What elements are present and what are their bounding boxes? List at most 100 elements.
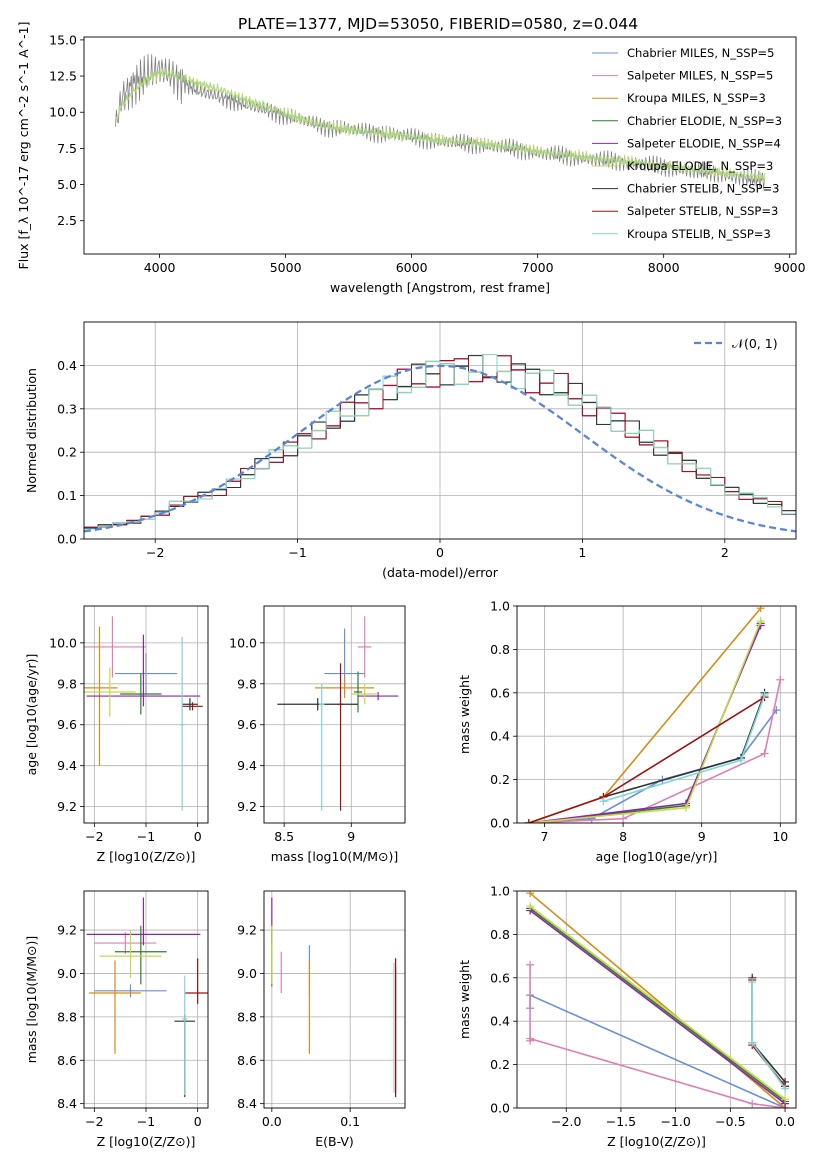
y-tick-label: 10.0 [229,635,257,650]
axes-mass_weight_vs_Z: −2.0 −1.5 −1.0 −0.5 0.0 0.0 0.2 0.4 0.6 0.8 1.0 Z [… [457,884,797,1149]
x-tick-label: 10 [772,829,788,844]
axes-frame [263,605,406,824]
y-tick-label: 0.2 [57,445,77,460]
axes-frame [516,890,797,1109]
y-tick-label: 9.4 [237,758,257,773]
x-tick-label: 0 [194,1114,202,1129]
y-tick-label: 9.2 [57,799,77,814]
legend-entry: Salpeter ELODIE, N_SSP=4 [627,136,781,150]
weight-marker [776,675,785,684]
x-tick-label: 8 [619,829,627,844]
x-tick-label: 0 [194,829,202,844]
axes-frame [83,36,797,255]
plot-area-mass_vs_ebv [264,891,405,1108]
x-tick-label: 8.5 [274,829,294,844]
x-tick-label: −1 [137,829,155,844]
x-tick-label: 6000 [396,260,428,275]
y-tick-label: 0.0 [57,532,77,547]
weight-marker [781,1095,790,1104]
weight-marker [526,960,535,969]
weight-line [529,994,786,1108]
legend-entry: Salpeter MILES, N_SSP=5 [627,69,773,83]
weight-marker [760,749,769,758]
weight-line [528,607,762,823]
x-tick-label: 2 [721,545,729,560]
y-tick-label: 0.4 [490,729,510,744]
weight-line [529,909,786,1105]
x-axis-label: Z [log10(Z/Z⊙)] [97,849,196,864]
x-axis-label: Z [log10(Z/Z⊙)] [607,1134,706,1149]
legend-entry: Kroupa ELODIE, N_SSP=3 [627,159,773,173]
y-tick-label: 9.2 [237,923,257,938]
legend-entry: Chabrier MILES, N_SSP=5 [627,46,774,60]
x-tick-label: 9000 [774,260,806,275]
x-tick-label: 5000 [270,260,302,275]
plot-area-mass_weight_vs_Z [517,891,796,1108]
x-axis-label: E(B-V) [315,1134,354,1149]
axes-mass_vs_ebv: 0.0 0.1 8.4 8.6 8.8 9.0 9.2 E(B-V) [237,890,406,1149]
x-tick-label: −1 [137,1114,155,1129]
y-tick-label: 0.8 [490,642,510,657]
y-tick-label: 9.8 [237,676,257,691]
x-tick-label: −2 [85,1114,103,1129]
x-axis-label: Z [log10(Z/Z⊙)] [97,1134,196,1149]
legend-entry: Kroupa STELIB, N_SSP=3 [627,227,771,241]
y-tick-label: 8.6 [237,1053,257,1068]
axes-spectrum: 4000 5000 6000 7000 8000 9000 2.5 5.0 7.5 10.0 12.… [16,22,806,295]
legend-entry: Chabrier STELIB, N_SSP=3 [627,182,779,196]
y-tick-label: 0.0 [490,1101,510,1116]
x-tick-label: 7 [541,829,549,844]
axes-frame [83,605,209,824]
figure-title: PLATE=1377, MJD=53050, FIBERID=0580, z=0… [238,15,638,33]
weight-line [528,625,762,823]
axes-mass_vs_Z: −2 −1 0 8.4 8.6 8.8 9.0 9.2 Z [log10(Z/Z⊙)] mass … [24,890,209,1149]
weight-line [751,980,786,1087]
y-tick-label: 9.6 [57,717,77,732]
y-tick-label: 5.0 [57,177,77,192]
x-axis-label: (data-model)/error [382,565,499,580]
y-tick-label: 0.4 [490,1014,510,1029]
x-tick-label: 0 [436,545,444,560]
x-tick-label: −2 [146,545,164,560]
weight-marker [781,1084,790,1093]
y-tick-label: 9.0 [57,966,77,981]
legend-entry: Chabrier ELODIE, N_SSP=3 [627,114,782,128]
y-tick-label: 0.3 [57,401,77,416]
weight-marker [748,978,757,987]
y-axis-label: age [log10(age/yr)] [24,654,39,776]
weight-line [751,977,786,1087]
axes-frame [263,890,406,1109]
x-tick-label: 9 [347,829,355,844]
y-tick-label: 12.5 [49,69,77,84]
weight-line [529,964,786,1108]
x-tick-label: 0.1 [340,1114,360,1129]
histogram-8 [84,354,796,530]
y-tick-label: 15.0 [49,32,77,47]
weight-line [603,694,766,803]
plot-area-spectrum [115,53,765,190]
y-tick-label: 0.0 [490,816,510,831]
axes-residuals: −2 −1 0 1 2 0.0 0.1 0.2 0.3 0.4 (data-model)/error… [24,321,797,580]
weight-marker [681,803,690,812]
x-tick-label: −2 [85,829,103,844]
weight-marker [756,606,765,613]
y-tick-label: 9.2 [57,923,77,938]
weight-line [528,620,762,823]
y-tick-label: 0.2 [490,772,510,787]
x-tick-label: −0.5 [715,1114,745,1129]
plot-area-mass_vs_Z [84,891,208,1108]
y-tick-label: 9.8 [57,676,77,691]
x-tick-label: 0.0 [262,1114,282,1129]
y-tick-label: 1.0 [490,884,510,899]
plot-area-residuals [84,322,796,539]
weight-line [528,696,766,823]
y-tick-label: 10.0 [49,105,77,120]
x-tick-label: 1 [578,545,586,560]
y-tick-label: 9.4 [57,758,77,773]
y-axis-label: Flux [f_λ 10^-17 erg cm^-2 s^-1 A^-1] [16,22,31,270]
weight-marker [748,1038,757,1047]
weight-marker [736,756,745,765]
axes-age_vs_mass: 8.5 9 9.2 9.4 9.6 9.8 10.0 mass [log10(M/M⊙)] [229,605,406,864]
y-tick-label: 8.8 [237,1009,257,1024]
x-axis-label: age [log10(age/yr)] [596,849,718,864]
